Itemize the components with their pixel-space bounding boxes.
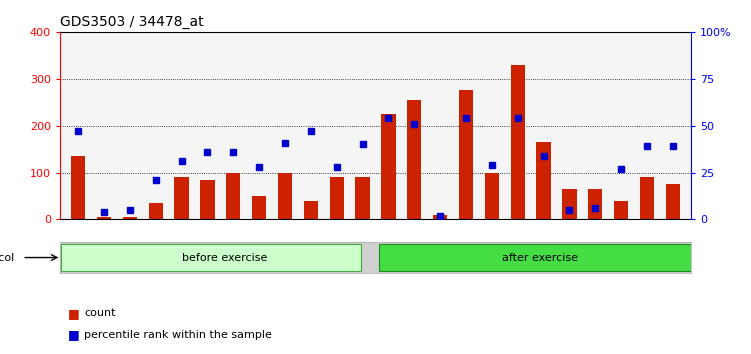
Bar: [252, 196, 267, 219]
Text: before exercise: before exercise: [182, 252, 267, 263]
Text: ■: ■: [68, 307, 80, 320]
Bar: [433, 215, 448, 219]
Bar: [379, 244, 705, 272]
Bar: [71, 156, 86, 219]
Bar: [536, 142, 550, 219]
Bar: [355, 177, 369, 219]
Bar: [97, 217, 111, 219]
Bar: [614, 201, 629, 219]
Bar: [588, 189, 602, 219]
Text: count: count: [84, 308, 116, 318]
Text: percentile rank within the sample: percentile rank within the sample: [84, 330, 272, 339]
Bar: [407, 100, 421, 219]
Bar: [484, 172, 499, 219]
Bar: [278, 172, 292, 219]
Bar: [201, 179, 215, 219]
Bar: [174, 177, 189, 219]
Bar: [122, 217, 137, 219]
Bar: [562, 189, 577, 219]
Text: ■: ■: [68, 328, 80, 341]
Bar: [665, 184, 680, 219]
Text: after exercise: after exercise: [502, 252, 578, 263]
Text: GDS3503 / 34478_at: GDS3503 / 34478_at: [60, 16, 204, 29]
Bar: [511, 65, 525, 219]
Text: protocol: protocol: [0, 252, 15, 263]
Bar: [303, 201, 318, 219]
Bar: [459, 91, 473, 219]
Bar: [640, 177, 654, 219]
Bar: [226, 172, 240, 219]
Bar: [149, 203, 163, 219]
Bar: [62, 244, 361, 272]
Bar: [382, 114, 396, 219]
Bar: [330, 177, 344, 219]
